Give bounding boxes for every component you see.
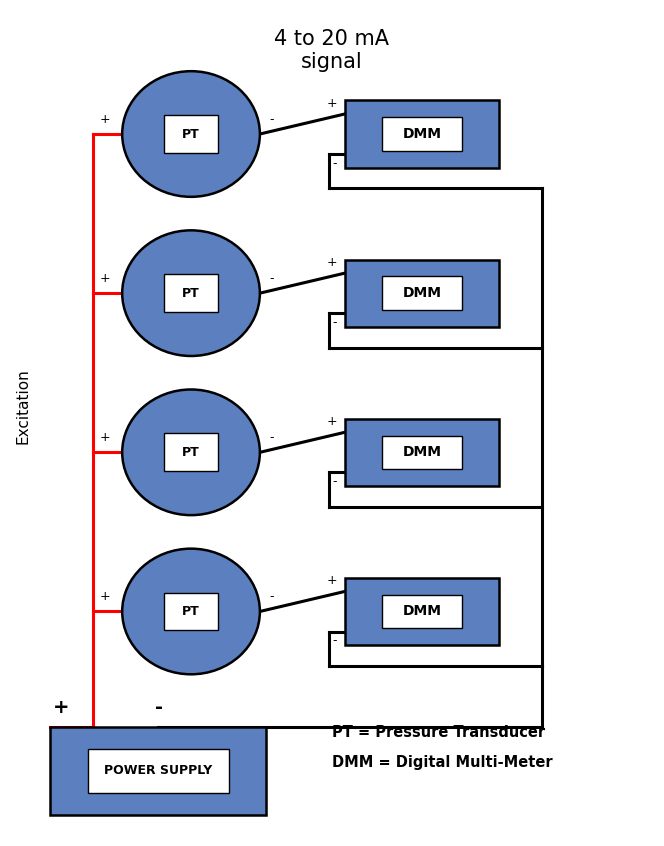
Text: DMM: DMM: [402, 286, 442, 300]
Text: POWER SUPPLY: POWER SUPPLY: [104, 764, 212, 777]
Ellipse shape: [122, 71, 260, 197]
FancyBboxPatch shape: [382, 118, 462, 151]
Text: +: +: [99, 113, 110, 125]
Text: +: +: [327, 574, 337, 587]
FancyBboxPatch shape: [345, 419, 499, 486]
Text: DMM: DMM: [402, 445, 442, 459]
FancyBboxPatch shape: [88, 749, 228, 793]
Text: +: +: [327, 255, 337, 269]
Text: -: -: [270, 431, 274, 444]
FancyBboxPatch shape: [164, 274, 218, 312]
Text: +: +: [99, 272, 110, 285]
FancyBboxPatch shape: [164, 593, 218, 630]
Text: +: +: [53, 698, 70, 717]
FancyBboxPatch shape: [345, 101, 499, 168]
FancyBboxPatch shape: [382, 436, 462, 469]
FancyBboxPatch shape: [50, 727, 266, 815]
Text: DMM: DMM: [402, 605, 442, 618]
Text: PT: PT: [182, 287, 200, 299]
Text: -: -: [333, 475, 337, 488]
Text: PT: PT: [182, 605, 200, 618]
Ellipse shape: [122, 389, 260, 515]
Ellipse shape: [122, 230, 260, 356]
Text: +: +: [99, 591, 110, 603]
Text: DMM: DMM: [402, 127, 442, 141]
Text: PT = Pressure Transducer: PT = Pressure Transducer: [332, 725, 545, 740]
FancyBboxPatch shape: [164, 433, 218, 471]
FancyBboxPatch shape: [164, 115, 218, 153]
Text: -: -: [333, 316, 337, 329]
Text: PT: PT: [182, 446, 200, 459]
Text: +: +: [327, 415, 337, 428]
FancyBboxPatch shape: [345, 578, 499, 645]
Text: -: -: [270, 113, 274, 125]
Text: +: +: [99, 431, 110, 444]
Text: +: +: [327, 96, 337, 110]
FancyBboxPatch shape: [345, 260, 499, 327]
Text: PT: PT: [182, 128, 200, 140]
Text: -: -: [270, 591, 274, 603]
FancyBboxPatch shape: [382, 277, 462, 310]
Ellipse shape: [122, 549, 260, 674]
Text: DMM = Digital Multi-Meter: DMM = Digital Multi-Meter: [332, 755, 552, 770]
Text: 4 to 20 mA
signal: 4 to 20 mA signal: [274, 30, 390, 73]
Text: -: -: [270, 272, 274, 285]
Text: Excitation: Excitation: [15, 368, 30, 444]
Text: -: -: [333, 634, 337, 647]
Text: -: -: [333, 157, 337, 169]
FancyBboxPatch shape: [382, 595, 462, 629]
Text: -: -: [155, 698, 163, 717]
